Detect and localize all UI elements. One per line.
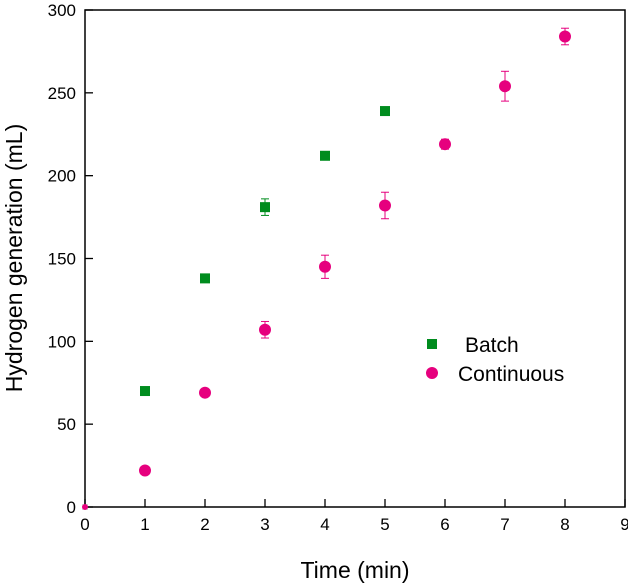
legend-marker-batch bbox=[427, 339, 437, 349]
legend-label-continuous: Continuous bbox=[458, 363, 564, 386]
data-point-continuous bbox=[439, 138, 451, 151]
data-point-batch bbox=[380, 106, 390, 117]
series-continuous bbox=[82, 27, 571, 510]
x-tick-label: 9 bbox=[620, 515, 628, 534]
y-tick-label: 150 bbox=[48, 250, 76, 269]
x-tick-label: 0 bbox=[80, 515, 89, 534]
y-tick-label: 100 bbox=[48, 332, 76, 351]
plot-frame bbox=[84, 9, 626, 508]
y-axis-title: Hydrogen generation (mL) bbox=[1, 124, 27, 392]
x-tick-label: 1 bbox=[140, 515, 149, 534]
data-point-continuous bbox=[319, 260, 331, 273]
x-tick-label: 3 bbox=[260, 515, 269, 534]
legend-marker-continuous bbox=[426, 367, 438, 379]
y-tick-label: 250 bbox=[48, 84, 76, 103]
plot-area bbox=[84, 9, 626, 508]
series-batch bbox=[82, 106, 390, 510]
x-axis-title: Time (min) bbox=[300, 557, 409, 583]
data-point-batch bbox=[260, 202, 270, 213]
data-point-continuous bbox=[82, 504, 88, 510]
x-tick-label: 5 bbox=[380, 515, 389, 534]
data-point-continuous bbox=[139, 464, 151, 477]
x-tick-label: 6 bbox=[440, 515, 449, 534]
data-point-batch bbox=[200, 273, 210, 284]
legend-label-batch: Batch bbox=[465, 334, 519, 357]
x-tick-label: 8 bbox=[560, 515, 569, 534]
data-point-continuous bbox=[499, 80, 511, 93]
y-tick-label: 0 bbox=[67, 498, 76, 517]
x-tick-label: 7 bbox=[500, 515, 509, 534]
y-axis-ticks: 0 50 100 150 200 250 300 bbox=[48, 1, 93, 517]
series-layer bbox=[82, 27, 571, 510]
data-point-continuous bbox=[379, 199, 391, 212]
data-point-continuous bbox=[199, 386, 211, 399]
x-axis-ticks: 0 1 2 3 4 5 6 7 8 9 bbox=[80, 499, 628, 534]
x-tick-label: 4 bbox=[320, 515, 329, 534]
y-tick-label: 50 bbox=[57, 415, 76, 434]
data-point-batch bbox=[140, 386, 150, 397]
x-tick-label: 2 bbox=[200, 515, 209, 534]
legend: Batch Continuous bbox=[426, 334, 564, 386]
y-tick-label: 200 bbox=[48, 167, 76, 186]
data-point-continuous bbox=[259, 323, 271, 336]
y-tick-label: 300 bbox=[48, 1, 76, 20]
data-point-batch bbox=[320, 150, 330, 161]
data-point-continuous bbox=[559, 30, 571, 43]
